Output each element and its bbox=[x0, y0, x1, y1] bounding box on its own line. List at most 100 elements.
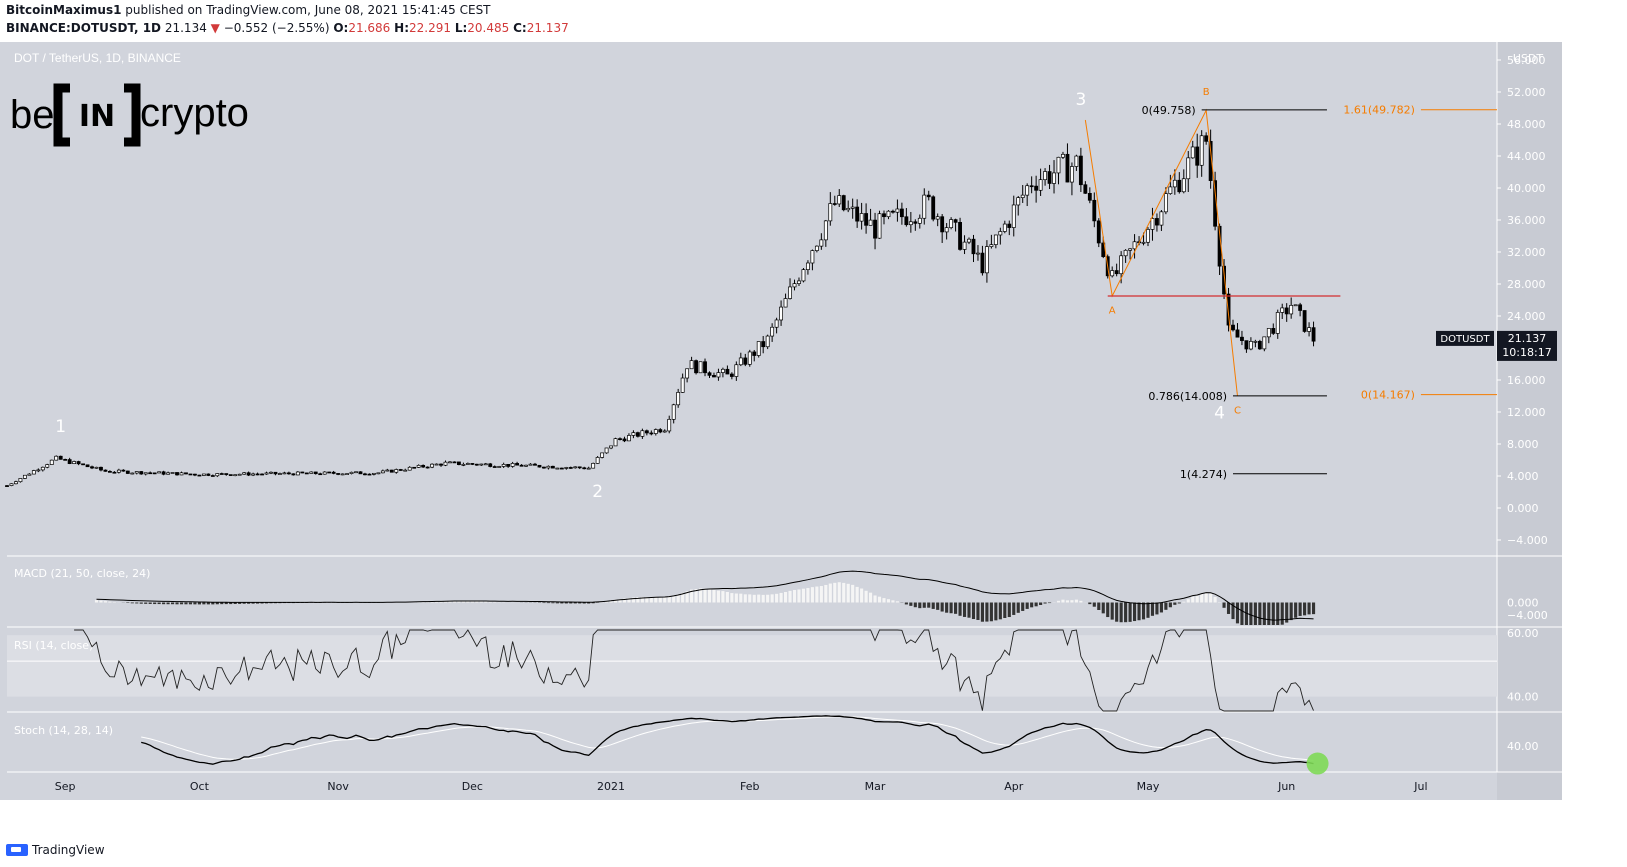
macd-tick: 0.000 bbox=[1507, 597, 1539, 610]
rsi-title: RSI (14, close) bbox=[14, 639, 93, 652]
candle bbox=[810, 250, 815, 264]
wave-label-2: 2 bbox=[592, 482, 603, 502]
candle bbox=[850, 206, 855, 209]
candle bbox=[5, 485, 9, 487]
candle bbox=[282, 472, 287, 475]
candle bbox=[976, 252, 980, 255]
candle bbox=[510, 463, 515, 467]
candle bbox=[591, 462, 596, 469]
candle bbox=[1146, 229, 1150, 243]
candle bbox=[327, 471, 332, 474]
candle bbox=[855, 206, 860, 222]
candle bbox=[1190, 146, 1195, 159]
candle bbox=[389, 469, 394, 473]
candle bbox=[152, 472, 157, 475]
y-tick-label: 36.000 bbox=[1507, 214, 1546, 227]
candle bbox=[962, 241, 967, 250]
candle bbox=[770, 326, 775, 337]
candle bbox=[291, 473, 296, 476]
candle bbox=[806, 262, 810, 271]
candle bbox=[989, 244, 994, 247]
candle bbox=[1052, 172, 1056, 184]
tradingview-footer[interactable]: TradingView bbox=[6, 843, 105, 857]
candle bbox=[1011, 204, 1016, 228]
candle bbox=[233, 474, 238, 477]
candle bbox=[322, 471, 327, 475]
candle bbox=[550, 465, 555, 469]
candle bbox=[179, 472, 184, 476]
candle bbox=[649, 432, 654, 435]
candle bbox=[278, 473, 282, 475]
candle bbox=[45, 464, 50, 468]
down-arrow-icon: ▼ bbox=[210, 21, 220, 35]
candle bbox=[497, 466, 502, 468]
rsi-tick: 60.00 bbox=[1507, 627, 1539, 640]
candle bbox=[224, 473, 229, 475]
candle bbox=[336, 473, 341, 475]
candle bbox=[913, 221, 918, 224]
y-axis-unit: USDT bbox=[1513, 52, 1544, 65]
candle bbox=[904, 216, 909, 226]
low-value: 20.485 bbox=[467, 21, 510, 35]
candle bbox=[703, 361, 707, 374]
candle bbox=[716, 372, 721, 378]
candle bbox=[944, 227, 949, 233]
y-tick-label: 16.000 bbox=[1507, 374, 1546, 387]
candle bbox=[756, 341, 761, 356]
price-tag-bg bbox=[1497, 330, 1557, 361]
candle bbox=[483, 463, 488, 466]
candle bbox=[22, 474, 27, 479]
candle bbox=[1163, 193, 1168, 213]
candle bbox=[658, 429, 663, 433]
candle bbox=[743, 357, 748, 365]
candle bbox=[609, 445, 613, 449]
candle bbox=[269, 471, 273, 474]
candle bbox=[121, 469, 126, 472]
candle bbox=[1070, 166, 1074, 183]
candle bbox=[251, 473, 256, 476]
candle bbox=[448, 461, 452, 464]
candle bbox=[295, 471, 300, 476]
candle bbox=[416, 464, 421, 468]
author[interactable]: BitcoinMaximus1 bbox=[6, 3, 122, 17]
candle bbox=[1240, 336, 1244, 341]
candle bbox=[1293, 304, 1298, 307]
candle bbox=[595, 457, 600, 464]
ohlc-bar: BINANCE:DOTUSDT, 1D 21.134 ▼ −0.552 (−2.… bbox=[6, 21, 569, 35]
candle bbox=[255, 473, 260, 476]
open-label: O: bbox=[333, 21, 349, 35]
close-value: 21.137 bbox=[526, 21, 569, 35]
candle bbox=[613, 438, 618, 447]
abc-label-a: A bbox=[1109, 306, 1116, 317]
candle bbox=[148, 472, 153, 475]
candle bbox=[555, 467, 560, 470]
candle bbox=[363, 473, 367, 476]
candle bbox=[1016, 197, 1021, 206]
candle bbox=[1020, 194, 1025, 199]
stoch-panel: Stoch (14, 28, 14) 40.00 bbox=[14, 715, 1539, 775]
candle bbox=[797, 280, 801, 284]
tradingview-brand: TradingView bbox=[32, 843, 105, 857]
candle bbox=[206, 473, 211, 476]
candle bbox=[1061, 153, 1065, 158]
candle bbox=[873, 219, 877, 239]
candle bbox=[94, 466, 99, 469]
candle bbox=[1159, 211, 1164, 226]
candle bbox=[720, 368, 725, 373]
candle bbox=[1311, 327, 1316, 342]
candle bbox=[9, 483, 14, 486]
candle bbox=[931, 196, 936, 220]
candle bbox=[712, 375, 716, 378]
y-tick-label: 0.000 bbox=[1507, 502, 1539, 515]
candle bbox=[1298, 304, 1303, 311]
candle bbox=[434, 463, 439, 466]
candle bbox=[788, 286, 792, 299]
candle bbox=[237, 473, 242, 476]
candle bbox=[1271, 328, 1276, 334]
candle bbox=[752, 351, 757, 356]
stoch-tick: 40.00 bbox=[1507, 740, 1539, 753]
candle bbox=[54, 455, 59, 461]
candle bbox=[671, 404, 676, 420]
candle bbox=[958, 221, 962, 250]
